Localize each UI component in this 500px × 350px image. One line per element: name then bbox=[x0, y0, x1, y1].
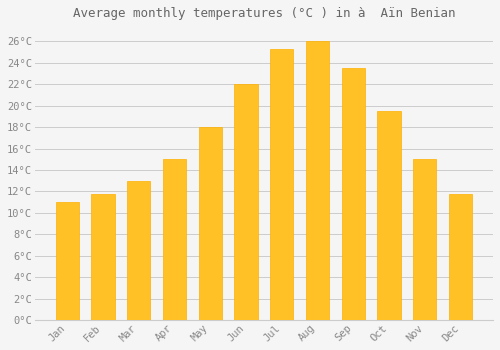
Title: Average monthly temperatures (°C ) in à  Aïn Benian: Average monthly temperatures (°C ) in à … bbox=[72, 7, 455, 20]
Bar bbox=[92, 194, 114, 320]
Bar bbox=[413, 159, 436, 320]
Bar bbox=[198, 127, 222, 320]
Bar bbox=[234, 84, 258, 320]
Bar bbox=[342, 68, 365, 320]
Bar bbox=[306, 41, 329, 320]
Bar bbox=[270, 49, 293, 320]
Bar bbox=[378, 111, 400, 320]
Bar bbox=[127, 181, 150, 320]
Bar bbox=[56, 202, 79, 320]
Bar bbox=[163, 159, 186, 320]
Bar bbox=[449, 194, 472, 320]
